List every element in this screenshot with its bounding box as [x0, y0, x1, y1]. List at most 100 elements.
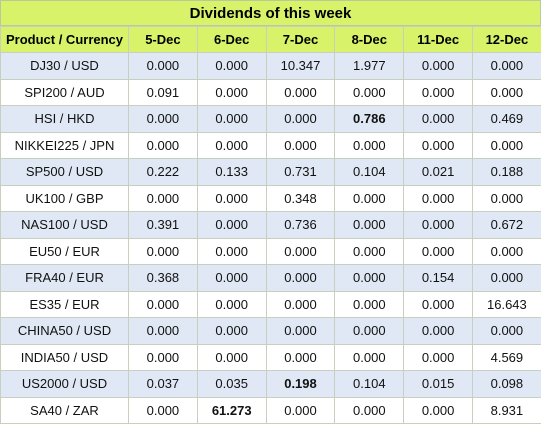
- dividend-value-cell: 0.000: [404, 79, 473, 106]
- dividend-value-cell: 4.569: [472, 344, 541, 371]
- product-currency-cell: NIKKEI225 / JPN: [1, 132, 129, 159]
- dividend-value-cell: 0.000: [266, 132, 335, 159]
- dividend-value-cell: 0.000: [129, 344, 198, 371]
- dividend-value-cell: 0.348: [266, 185, 335, 212]
- dividend-value-cell: 0.000: [129, 185, 198, 212]
- column-header-date: 11-Dec: [404, 27, 473, 53]
- dividend-value-cell: 0.672: [472, 212, 541, 239]
- product-currency-cell: INDIA50 / USD: [1, 344, 129, 371]
- dividend-value-cell: 0.000: [404, 291, 473, 318]
- dividend-value-cell: 0.000: [404, 106, 473, 133]
- dividend-value-cell: 0.133: [197, 159, 266, 186]
- column-header-date: 12-Dec: [472, 27, 541, 53]
- dividend-value-cell: 0.000: [472, 79, 541, 106]
- dividend-value-cell: 0.021: [404, 159, 473, 186]
- dividend-value-cell: 0.091: [129, 79, 198, 106]
- dividend-value-cell: 0.000: [197, 238, 266, 265]
- dividend-value-cell: 0.000: [266, 106, 335, 133]
- product-currency-cell: EU50 / EUR: [1, 238, 129, 265]
- dividend-value-cell: 0.000: [266, 79, 335, 106]
- dividend-value-cell: 0.391: [129, 212, 198, 239]
- dividend-value-cell: 0.000: [472, 318, 541, 345]
- dividend-value-cell: 0.000: [197, 212, 266, 239]
- dividend-value-cell: 0.000: [404, 397, 473, 424]
- dividend-value-cell: 0.000: [335, 185, 404, 212]
- dividend-value-cell: 0.000: [472, 238, 541, 265]
- dividend-value-cell: 0.000: [472, 132, 541, 159]
- dividend-value-cell: 0.000: [404, 132, 473, 159]
- dividend-value-cell: 0.000: [129, 397, 198, 424]
- dividend-value-cell: 0.037: [129, 371, 198, 398]
- dividend-value-cell: 0.000: [129, 291, 198, 318]
- dividend-value-cell: 0.104: [335, 159, 404, 186]
- dividend-value-cell: 0.000: [266, 238, 335, 265]
- dividend-value-cell: 0.786: [335, 106, 404, 133]
- column-header-date: 8-Dec: [335, 27, 404, 53]
- dividend-value-cell: 0.000: [266, 344, 335, 371]
- dividend-value-cell: 0.000: [197, 53, 266, 80]
- dividend-value-cell: 0.000: [404, 185, 473, 212]
- product-currency-cell: HSI / HKD: [1, 106, 129, 133]
- dividend-value-cell: 16.643: [472, 291, 541, 318]
- dividend-value-cell: 0.469: [472, 106, 541, 133]
- dividend-value-cell: 0.000: [197, 344, 266, 371]
- product-currency-cell: FRA40 / EUR: [1, 265, 129, 292]
- product-currency-cell: SPI200 / AUD: [1, 79, 129, 106]
- column-header-date: 6-Dec: [197, 27, 266, 53]
- dividend-value-cell: 61.273: [197, 397, 266, 424]
- dividend-value-cell: 0.000: [129, 53, 198, 80]
- dividend-value-cell: 0.000: [335, 132, 404, 159]
- dividend-value-cell: 0.736: [266, 212, 335, 239]
- dividend-value-cell: 1.977: [335, 53, 404, 80]
- dividend-value-cell: 0.000: [335, 344, 404, 371]
- dividend-value-cell: 0.000: [472, 185, 541, 212]
- dividend-value-cell: 0.000: [335, 265, 404, 292]
- dividend-value-cell: 0.000: [266, 318, 335, 345]
- header-row: Product / Currency 5-Dec 6-Dec 7-Dec 8-D…: [1, 27, 541, 53]
- dividend-value-cell: 0.000: [197, 265, 266, 292]
- product-currency-cell: UK100 / GBP: [1, 185, 129, 212]
- product-currency-cell: NAS100 / USD: [1, 212, 129, 239]
- dividend-value-cell: 0.000: [129, 132, 198, 159]
- dividend-value-cell: 0.000: [472, 265, 541, 292]
- dividend-value-cell: 0.000: [404, 238, 473, 265]
- dividend-value-cell: 0.000: [404, 344, 473, 371]
- dividend-value-cell: 0.000: [129, 318, 198, 345]
- dividend-value-cell: 0.000: [404, 318, 473, 345]
- dividend-value-cell: 0.000: [335, 291, 404, 318]
- dividend-value-cell: 0.000: [335, 79, 404, 106]
- dividend-value-cell: 0.000: [129, 238, 198, 265]
- dividend-value-cell: 0.368: [129, 265, 198, 292]
- column-header-date: 5-Dec: [129, 27, 198, 53]
- dividend-value-cell: 0.000: [197, 132, 266, 159]
- product-currency-cell: ES35 / EUR: [1, 291, 129, 318]
- dividend-value-cell: 0.000: [197, 185, 266, 212]
- dividends-table: Product / Currency 5-Dec 6-Dec 7-Dec 8-D…: [0, 26, 541, 424]
- dividend-value-cell: 8.931: [472, 397, 541, 424]
- product-currency-cell: SA40 / ZAR: [1, 397, 129, 424]
- dividend-value-cell: 0.000: [335, 318, 404, 345]
- product-currency-cell: DJ30 / USD: [1, 53, 129, 80]
- dividend-value-cell: 0.000: [404, 53, 473, 80]
- dividend-value-cell: 0.000: [335, 238, 404, 265]
- dividend-value-cell: 0.000: [197, 291, 266, 318]
- dividend-value-cell: 10.347: [266, 53, 335, 80]
- dividend-value-cell: 0.000: [266, 265, 335, 292]
- dividend-value-cell: 0.188: [472, 159, 541, 186]
- product-currency-cell: SP500 / USD: [1, 159, 129, 186]
- dividend-value-cell: 0.000: [197, 318, 266, 345]
